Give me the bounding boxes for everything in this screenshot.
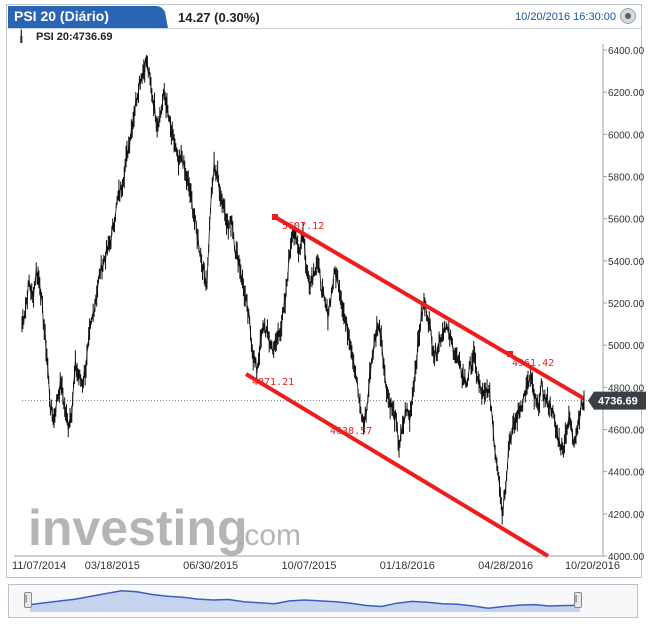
close-icon[interactable] bbox=[620, 8, 636, 24]
upper-trendline bbox=[273, 215, 585, 400]
header-divider bbox=[6, 28, 642, 29]
y-tick-label: 4800.00 bbox=[608, 383, 645, 394]
instrument-tab[interactable] bbox=[8, 6, 168, 28]
instrument-value-label: PSI 20:4736.69 bbox=[36, 31, 113, 43]
y-tick-label: 4400.00 bbox=[608, 468, 645, 479]
y-tick-label: 5400.00 bbox=[608, 257, 645, 268]
navigator-left-handle[interactable] bbox=[24, 592, 32, 608]
candle-icon: ╽ bbox=[18, 31, 25, 43]
channel-annotations: 5607.12 4871.21 4961.42 4638.57 bbox=[252, 221, 554, 437]
y-tick-label: 6000.00 bbox=[608, 130, 645, 141]
annotation-label: 4871.21 bbox=[252, 377, 294, 388]
navigator-right-handle[interactable] bbox=[574, 592, 582, 608]
price-chart: 4000.00 4200.00 4400.00 4600.00 4800.00 5000.… bbox=[12, 44, 646, 572]
y-axis-ticks: 4000.00 4200.00 4400.00 4600.00 4800.00 5000.… bbox=[603, 46, 645, 563]
y-tick-label: 6400.00 bbox=[608, 46, 645, 57]
x-tick-label: 10/07/2015 bbox=[281, 560, 336, 572]
y-tick-label: 5200.00 bbox=[608, 299, 645, 310]
x-tick-label: 10/20/2016 bbox=[565, 560, 620, 572]
last-price-value: 4736.69 bbox=[598, 396, 638, 408]
range-navigator[interactable] bbox=[8, 584, 638, 618]
y-tick-label: 4000.00 bbox=[608, 552, 645, 563]
logo-suffix: .com bbox=[236, 519, 301, 552]
x-tick-label: 01/18/2016 bbox=[380, 560, 435, 572]
lower-trendline bbox=[244, 372, 550, 558]
x-tick-label: 04/28/2016 bbox=[478, 560, 533, 572]
upper-mid-point bbox=[507, 351, 513, 357]
price-change: 14.27 (0.30%) bbox=[178, 10, 260, 25]
x-tick-label: 11/07/2014 bbox=[12, 560, 66, 572]
y-tick-label: 4600.00 bbox=[608, 426, 645, 437]
annotation-label: 4638.57 bbox=[330, 426, 372, 437]
logo-bold: investing bbox=[28, 500, 247, 556]
y-tick-label: 6200.00 bbox=[608, 88, 645, 99]
investing-logo: investing .com bbox=[28, 500, 301, 556]
price-series bbox=[21, 55, 585, 525]
instrument-tab-label[interactable]: PSI 20 (Diário) bbox=[14, 8, 109, 24]
y-tick-label: 5600.00 bbox=[608, 215, 645, 226]
y-tick-label: 5000.00 bbox=[608, 341, 645, 352]
annotation-label: 5607.12 bbox=[282, 221, 324, 232]
timestamp: 10/20/2016 16:30:00 bbox=[515, 11, 616, 23]
y-tick-label: 4200.00 bbox=[608, 510, 645, 521]
x-tick-label: 06/30/2015 bbox=[183, 560, 238, 572]
y-tick-label: 5800.00 bbox=[608, 173, 645, 184]
x-tick-label: 03/18/2015 bbox=[85, 560, 140, 572]
annotation-label: 4961.42 bbox=[512, 358, 554, 369]
trend-channel bbox=[244, 214, 585, 558]
plot-area bbox=[22, 46, 602, 556]
x-axis-ticks: 11/07/2014 03/18/2015 06/30/2015 10/07/2015… bbox=[12, 560, 620, 572]
last-price-tag: 4736.69 bbox=[588, 391, 646, 410]
upper-anchor-point bbox=[272, 214, 278, 220]
